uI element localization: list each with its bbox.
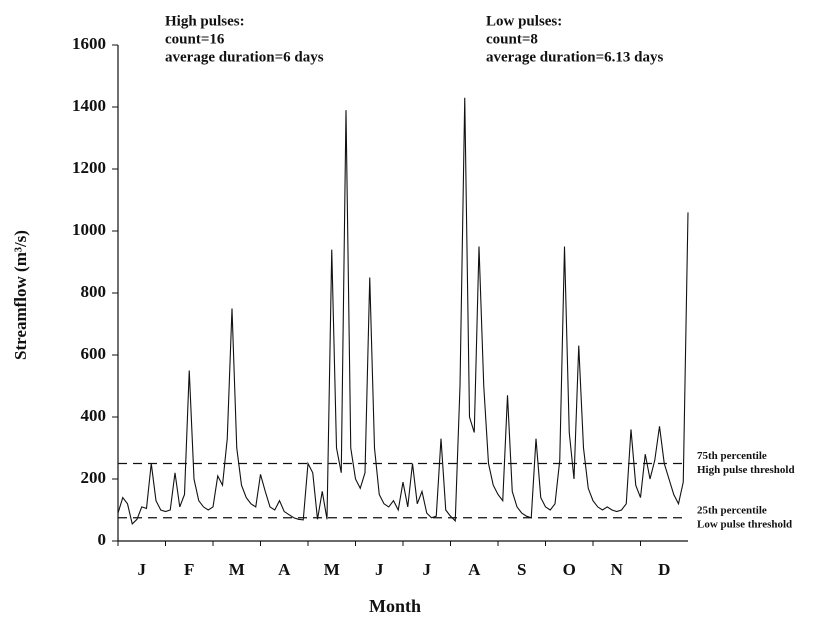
y-tick-label: 600 <box>81 344 107 363</box>
x-tick-label: J <box>375 560 384 579</box>
threshold-label: Low pulse threshold <box>697 518 792 530</box>
x-tick-label: J <box>423 560 432 579</box>
threshold-label: High pulse threshold <box>697 464 795 476</box>
y-tick-label: 200 <box>81 468 107 487</box>
x-tick-label: O <box>563 560 576 579</box>
y-axis-label: Streamflow (m³/s) <box>11 230 30 360</box>
x-tick-label: N <box>611 560 624 579</box>
annotation: count=16 <box>165 31 225 47</box>
x-tick-label: M <box>324 560 340 579</box>
x-axis-label: Month <box>369 596 421 616</box>
x-tick-label: S <box>517 560 526 579</box>
y-tick-label: 800 <box>81 282 107 301</box>
annotation: average duration=6 days <box>165 49 324 65</box>
y-tick-label: 1000 <box>72 220 106 239</box>
x-tick-label: A <box>468 560 481 579</box>
x-tick-label: A <box>278 560 291 579</box>
annotation: count=8 <box>486 31 538 47</box>
threshold-label: 75th percentile <box>697 450 767 462</box>
x-tick-label: J <box>138 560 147 579</box>
y-tick-label: 1600 <box>72 34 106 53</box>
x-tick-label: F <box>184 560 194 579</box>
annotation: average duration=6.13 days <box>486 49 663 65</box>
y-tick-label: 1200 <box>72 158 106 177</box>
x-tick-label: M <box>229 560 245 579</box>
y-tick-label: 0 <box>98 530 107 549</box>
threshold-label: 25th percentile <box>697 504 767 516</box>
y-tick-label: 400 <box>81 406 107 425</box>
x-tick-label: D <box>658 560 670 579</box>
streamflow-line <box>117 97 689 526</box>
y-tick-label: 1400 <box>72 96 106 115</box>
annotation: Low pulses: <box>486 13 562 29</box>
annotation: High pulses: <box>165 13 245 29</box>
